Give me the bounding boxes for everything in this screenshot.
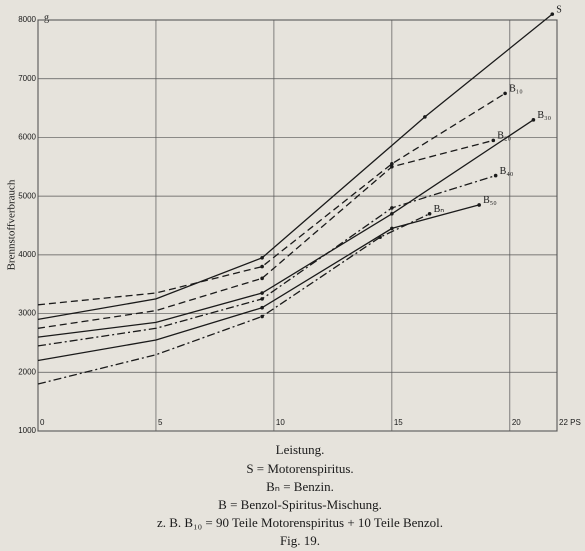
series-label: B₂₀ xyxy=(497,131,511,142)
series-line xyxy=(37,204,480,362)
series-line xyxy=(37,139,494,329)
series-label: B₁₀ xyxy=(509,84,523,95)
series-line xyxy=(37,13,553,321)
y-tick-label: 2000 xyxy=(18,367,36,376)
data-point xyxy=(260,305,264,310)
data-point xyxy=(260,255,264,260)
data-point xyxy=(531,118,536,122)
y-tick-label: 4000 xyxy=(18,250,36,259)
y-tick-label: 3000 xyxy=(18,309,36,318)
data-point xyxy=(260,264,264,269)
caption-line: Bₙ = Benzin. xyxy=(266,479,334,494)
series-line xyxy=(37,92,506,306)
series-line xyxy=(37,119,534,338)
data-point xyxy=(390,206,394,210)
data-point xyxy=(493,173,498,178)
y-tick-label: 8000 xyxy=(18,15,36,24)
x-tick-label: 5 xyxy=(158,418,163,427)
series-label: Bₙ xyxy=(434,204,445,215)
series-label: B₅₀ xyxy=(483,195,497,206)
data-point xyxy=(390,164,394,169)
data-point xyxy=(390,211,394,216)
series-line xyxy=(37,213,430,385)
y-tick-label: 5000 xyxy=(18,191,36,200)
x-tick-label: 10 xyxy=(276,418,285,427)
y-tick-label: 1000 xyxy=(18,426,36,435)
y-tick-label: 6000 xyxy=(18,133,36,142)
data-point xyxy=(378,235,382,240)
x-tick-label: 15 xyxy=(394,418,403,427)
data-point xyxy=(390,162,394,166)
data-point xyxy=(550,12,555,16)
series-label: S xyxy=(556,4,562,15)
data-point xyxy=(491,138,496,143)
data-point xyxy=(477,203,481,207)
y-tick-label: 7000 xyxy=(18,74,36,83)
data-point xyxy=(503,91,507,96)
x-tick-label: 22 PS xyxy=(559,418,581,427)
x-tick-label: 0 xyxy=(40,418,45,427)
plot-frame xyxy=(37,19,558,432)
data-point xyxy=(260,297,264,301)
series-label: B₄₀ xyxy=(500,166,514,177)
x-tick-label: 20 xyxy=(512,418,521,427)
series-label: B₃₀ xyxy=(537,110,551,121)
data-point xyxy=(423,115,427,119)
x-axis-label: Leistung. xyxy=(276,442,325,457)
figure-label: Fig. 19. xyxy=(280,533,320,548)
caption-line: B = Benzol-Spiritus-Mischung. xyxy=(218,497,382,512)
data-point xyxy=(427,211,432,216)
data-point xyxy=(260,276,264,281)
caption-line: z. B. B₁₀ = 90 Teile Motorenspiritus + 1… xyxy=(157,515,443,530)
caption-line: S = Motorenspiritus. xyxy=(246,461,353,476)
series-line xyxy=(37,174,496,347)
data-point xyxy=(260,314,264,319)
data-point xyxy=(390,226,394,231)
y-unit: g xyxy=(44,12,49,23)
data-point xyxy=(260,291,264,295)
y-axis-label: Brennstoffverbrauch xyxy=(6,179,18,270)
